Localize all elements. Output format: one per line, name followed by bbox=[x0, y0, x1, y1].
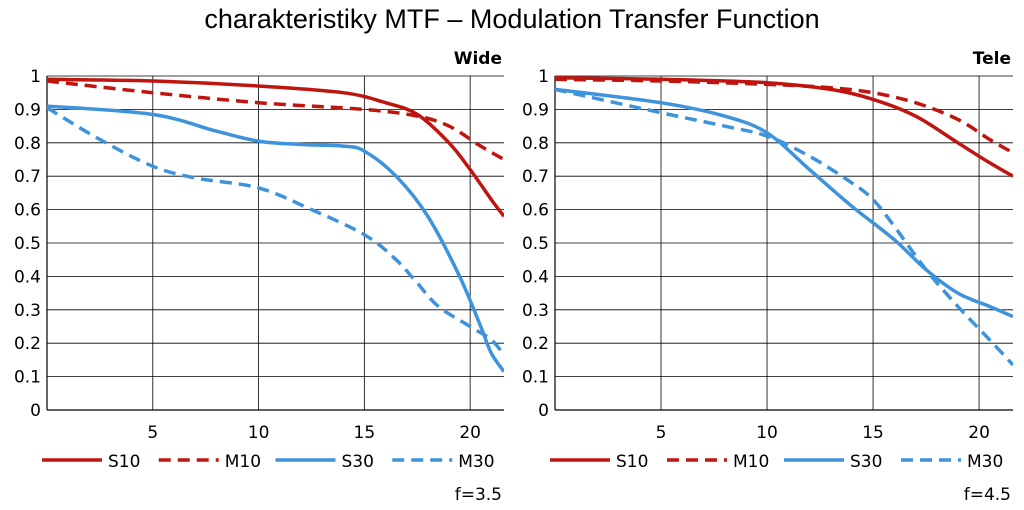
series-line-s10 bbox=[47, 77, 504, 218]
y-tick-label: 1 bbox=[30, 67, 41, 87]
legend-label: M10 bbox=[225, 452, 261, 472]
legend-label: S10 bbox=[108, 452, 140, 472]
panel-label: Tele bbox=[973, 49, 1011, 69]
y-tick-label: 0.7 bbox=[522, 167, 549, 187]
series-line-m10 bbox=[555, 77, 1013, 155]
x-tick-label: 20 bbox=[968, 423, 990, 443]
y-tick-label: 0 bbox=[538, 401, 549, 421]
aperture-footnote: f=3.5 bbox=[455, 485, 502, 505]
x-tick-label: 15 bbox=[862, 423, 884, 443]
y-tick-label: 0.5 bbox=[522, 234, 549, 254]
series-line-s10 bbox=[555, 75, 1013, 178]
y-tick-label: 0.2 bbox=[14, 334, 41, 354]
chart-panel-2: 00.10.20.30.40.50.60.70.80.915 10 15 20Tele… bbox=[522, 49, 1013, 505]
legend-label: S30 bbox=[850, 452, 882, 472]
aperture-footnote: f=4.5 bbox=[964, 485, 1011, 505]
y-tick-label: 0.1 bbox=[522, 368, 549, 388]
page-title: charakteristiky MTF – Modulation Transfe… bbox=[204, 4, 820, 34]
panel-label: Wide bbox=[454, 49, 502, 69]
y-tick-label: 1 bbox=[538, 67, 549, 87]
y-tick-label: 0.4 bbox=[14, 267, 41, 287]
series-line-m30 bbox=[555, 87, 1013, 367]
series-line-s30 bbox=[47, 104, 504, 373]
y-tick-label: 0.9 bbox=[14, 100, 41, 120]
x-tick-label: 10 bbox=[248, 423, 270, 443]
legend-label: S30 bbox=[342, 452, 374, 472]
y-tick-label: 0.4 bbox=[522, 267, 549, 287]
legend-label: S10 bbox=[616, 452, 648, 472]
y-tick-label: 0.3 bbox=[14, 301, 41, 321]
x-tick-label: 10 bbox=[756, 423, 778, 443]
legend-label: M30 bbox=[967, 452, 1003, 472]
legend-label: M30 bbox=[458, 452, 494, 472]
y-tick-label: 0 bbox=[30, 401, 41, 421]
y-tick-label: 0.3 bbox=[522, 301, 549, 321]
y-tick-label: 0.6 bbox=[522, 201, 549, 221]
series-line-m30 bbox=[47, 106, 504, 357]
chart-panel-1: 00.10.20.30.40.50.60.70.80.915 10 15 20Wide… bbox=[14, 49, 504, 505]
x-tick-label: 20 bbox=[459, 423, 481, 443]
x-tick-label: 5 bbox=[656, 423, 667, 443]
y-tick-label: 0.1 bbox=[14, 368, 41, 388]
series-line-m10 bbox=[47, 79, 504, 162]
x-tick-label: 5 bbox=[147, 423, 158, 443]
y-tick-label: 0.8 bbox=[522, 134, 549, 154]
y-tick-label: 0.6 bbox=[14, 201, 41, 221]
legend-label: M10 bbox=[733, 452, 769, 472]
y-tick-label: 0.7 bbox=[14, 167, 41, 187]
y-tick-label: 0.2 bbox=[522, 334, 549, 354]
series-line-s30 bbox=[555, 87, 1013, 319]
y-tick-label: 0.8 bbox=[14, 134, 41, 154]
y-tick-label: 0.5 bbox=[14, 234, 41, 254]
x-tick-label: 15 bbox=[354, 423, 376, 443]
y-tick-label: 0.9 bbox=[522, 100, 549, 120]
